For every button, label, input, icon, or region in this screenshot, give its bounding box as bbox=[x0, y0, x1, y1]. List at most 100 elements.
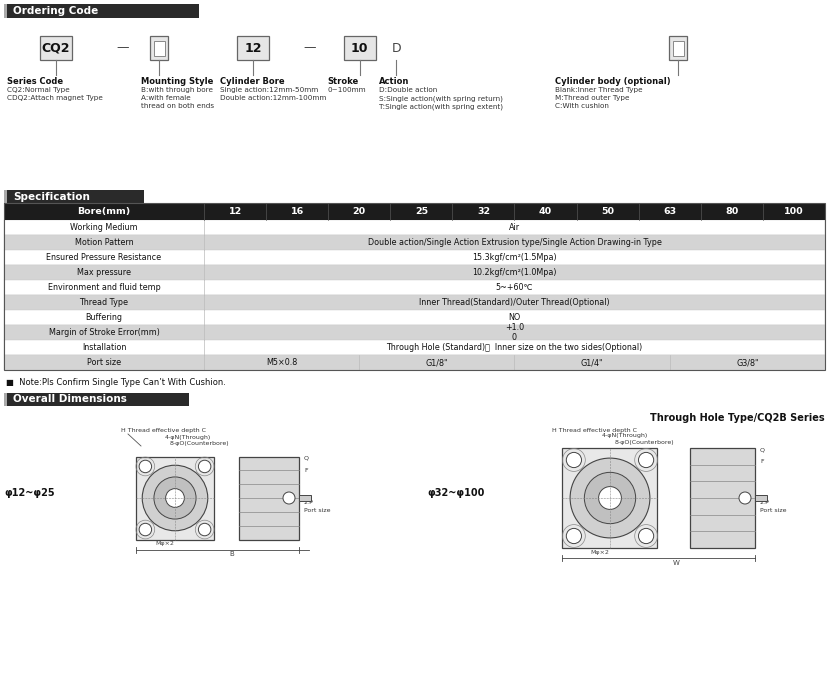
Bar bbox=[4, 340, 824, 355]
Circle shape bbox=[566, 529, 580, 544]
Bar bbox=[4, 393, 189, 406]
Text: Port size: Port size bbox=[759, 509, 786, 513]
Text: Double action:12mm-100mm: Double action:12mm-100mm bbox=[219, 95, 325, 101]
Text: Max pressure: Max pressure bbox=[77, 268, 131, 277]
Bar bbox=[754, 495, 766, 501]
Bar bbox=[344, 36, 375, 60]
Text: CQ2: CQ2 bbox=[41, 42, 70, 55]
Bar bbox=[4, 265, 824, 280]
Bar bbox=[150, 36, 168, 60]
Text: S:Single action(with spring return): S:Single action(with spring return) bbox=[378, 95, 502, 102]
Text: Working Medium: Working Medium bbox=[70, 223, 137, 232]
Bar bbox=[562, 448, 657, 548]
Text: Margin of Stroke Error(mm): Margin of Stroke Error(mm) bbox=[49, 328, 159, 337]
Circle shape bbox=[566, 453, 580, 468]
Circle shape bbox=[166, 489, 184, 507]
Text: 100: 100 bbox=[783, 207, 803, 216]
Text: Ensured Pressure Resistance: Ensured Pressure Resistance bbox=[46, 253, 161, 262]
Circle shape bbox=[139, 523, 152, 536]
Bar bbox=[4, 393, 7, 406]
Text: Buffering: Buffering bbox=[85, 313, 123, 322]
Text: 10: 10 bbox=[350, 42, 368, 55]
Text: A:with female: A:with female bbox=[141, 95, 190, 101]
Text: H Thread effective depth C: H Thread effective depth C bbox=[121, 428, 205, 433]
Text: D:Double action: D:Double action bbox=[378, 87, 436, 93]
Text: Thread Type: Thread Type bbox=[79, 298, 128, 307]
Circle shape bbox=[638, 529, 653, 544]
Text: Q: Q bbox=[304, 455, 309, 460]
Bar bbox=[4, 280, 824, 295]
Text: 2:P: 2:P bbox=[759, 500, 769, 505]
Bar bbox=[153, 41, 165, 55]
Text: Ordering Code: Ordering Code bbox=[13, 6, 99, 16]
Text: Cylinder Bore: Cylinder Bore bbox=[219, 77, 284, 86]
Text: Through Hole (Standard)．  Inner size on the two sides(Optional): Through Hole (Standard)． Inner size on t… bbox=[386, 343, 642, 352]
Text: 16: 16 bbox=[290, 207, 303, 216]
Circle shape bbox=[638, 453, 653, 468]
Text: 0~100mm: 0~100mm bbox=[327, 87, 366, 93]
Text: —: — bbox=[116, 42, 129, 55]
Text: 15.3kgf/cm²(1.5Mpa): 15.3kgf/cm²(1.5Mpa) bbox=[472, 253, 556, 262]
Text: thread on both ends: thread on both ends bbox=[141, 103, 214, 109]
Circle shape bbox=[198, 523, 210, 536]
Bar bbox=[299, 495, 310, 501]
Bar bbox=[4, 235, 824, 250]
Text: Stroke: Stroke bbox=[327, 77, 359, 86]
Bar bbox=[238, 457, 299, 540]
Text: B:with through bore: B:with through bore bbox=[141, 87, 213, 93]
Text: M5×0.8: M5×0.8 bbox=[266, 358, 297, 367]
Bar bbox=[4, 310, 824, 325]
Bar bbox=[4, 4, 7, 18]
Text: Mounting Style: Mounting Style bbox=[141, 77, 213, 86]
Bar bbox=[4, 190, 144, 203]
Bar bbox=[4, 355, 824, 370]
Text: —: — bbox=[302, 42, 315, 55]
Text: Air: Air bbox=[508, 223, 519, 232]
Text: φ32~φ100: φ32~φ100 bbox=[426, 488, 484, 498]
Circle shape bbox=[198, 460, 210, 473]
Text: 25: 25 bbox=[414, 207, 427, 216]
Text: D: D bbox=[391, 42, 401, 55]
Bar bbox=[4, 295, 824, 310]
Text: CQ2:Normal Type: CQ2:Normal Type bbox=[7, 87, 70, 93]
Bar bbox=[40, 36, 71, 60]
Text: 80: 80 bbox=[724, 207, 738, 216]
Circle shape bbox=[154, 477, 196, 519]
Text: F: F bbox=[304, 468, 307, 473]
Text: 63: 63 bbox=[662, 207, 676, 216]
Text: 32: 32 bbox=[476, 207, 489, 216]
Bar bbox=[689, 448, 754, 548]
Text: Installation: Installation bbox=[82, 343, 126, 352]
Text: Environment and fluid temp: Environment and fluid temp bbox=[47, 283, 160, 292]
Text: T:Single action(with spring extent): T:Single action(with spring extent) bbox=[378, 103, 503, 109]
Bar bbox=[668, 36, 686, 60]
Bar bbox=[4, 203, 824, 220]
Text: Through Hole Type/CQ2B Series: Through Hole Type/CQ2B Series bbox=[650, 413, 824, 423]
Text: NO: NO bbox=[508, 313, 520, 322]
Text: 2:P: 2:P bbox=[304, 500, 313, 505]
Bar bbox=[136, 457, 214, 540]
Text: Motion Pattern: Motion Pattern bbox=[75, 238, 133, 247]
Text: Series Code: Series Code bbox=[7, 77, 63, 86]
Text: ■  Note:Pls Confirm Single Type Can’t With Cushion.: ■ Note:Pls Confirm Single Type Can’t Wit… bbox=[6, 378, 225, 387]
Bar bbox=[237, 36, 268, 60]
Text: W: W bbox=[672, 560, 679, 566]
Text: 5~+60℃: 5~+60℃ bbox=[495, 283, 532, 292]
Text: Specification: Specification bbox=[13, 192, 89, 201]
Text: Bore(mm): Bore(mm) bbox=[77, 207, 131, 216]
Text: G1/8": G1/8" bbox=[425, 358, 448, 367]
Circle shape bbox=[142, 465, 208, 531]
Bar bbox=[4, 203, 824, 370]
Circle shape bbox=[738, 492, 750, 504]
Circle shape bbox=[570, 458, 649, 538]
Text: G1/4": G1/4" bbox=[580, 358, 603, 367]
Text: φ12~φ25: φ12~φ25 bbox=[4, 488, 55, 498]
Text: Mφ×2: Mφ×2 bbox=[590, 550, 609, 555]
Bar bbox=[4, 250, 824, 265]
Text: Inner Thread(Standard)/Outer Thread(Optional): Inner Thread(Standard)/Outer Thread(Opti… bbox=[419, 298, 609, 307]
Text: 4-φN(Through): 4-φN(Through) bbox=[165, 435, 211, 440]
Text: H Thread effective depth C: H Thread effective depth C bbox=[551, 428, 637, 433]
Text: 12: 12 bbox=[229, 207, 242, 216]
Text: C:With cushion: C:With cushion bbox=[555, 103, 609, 109]
Text: Cylinder body (optional): Cylinder body (optional) bbox=[555, 77, 670, 86]
